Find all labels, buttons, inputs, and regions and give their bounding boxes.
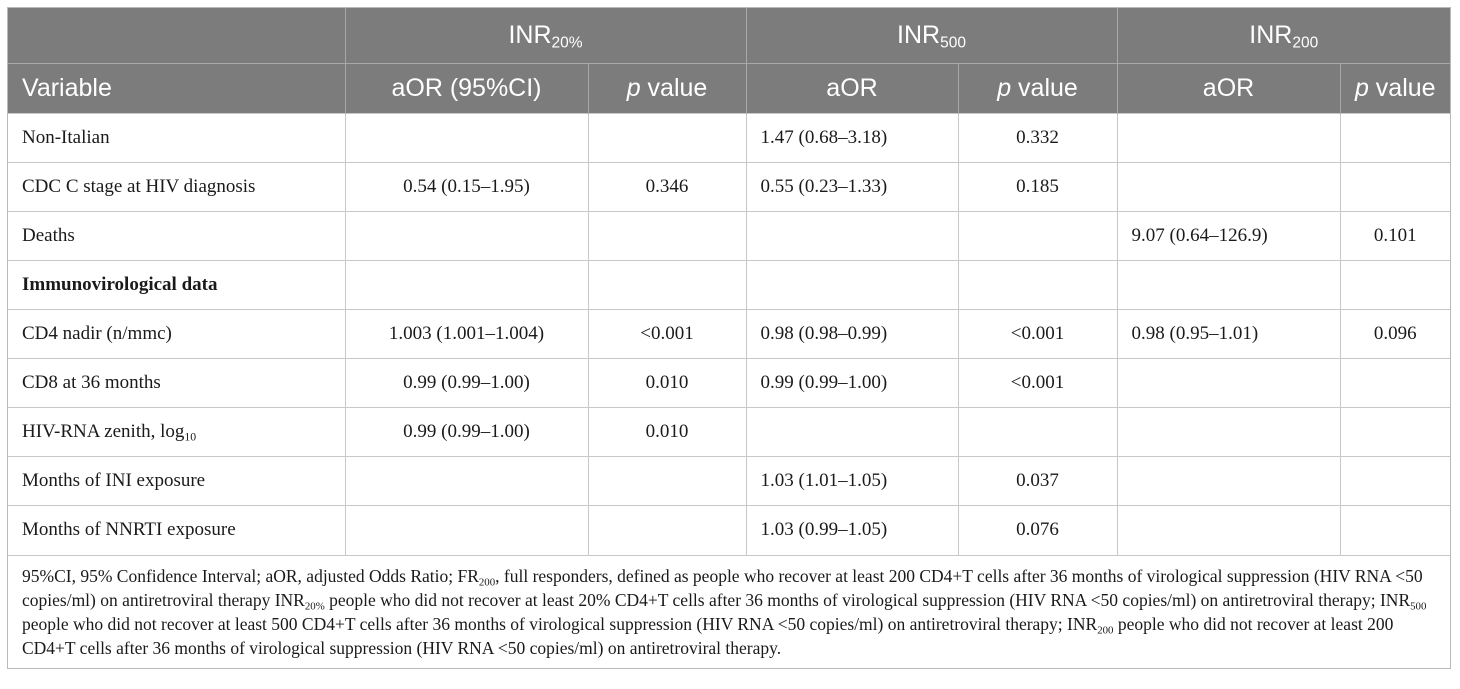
header-p-value: p value [1339,63,1450,114]
cell-value: 0.99 (0.99–1.00) [344,407,588,457]
header-column-row: Variable aOR (95%CI) p value aOR p value… [8,63,1450,114]
cell-value: <0.001 [957,358,1117,408]
row-label: Deaths [8,211,345,261]
cell-value [1339,505,1450,555]
header-aor: aOR [745,63,958,114]
cell-value: 0.076 [957,505,1117,555]
cell-value: 0.54 (0.15–1.95) [344,162,588,212]
cell-value [745,211,958,261]
row-label: HIV-RNA zenith, log10 [8,407,345,457]
row-label: Non-Italian [8,113,345,163]
cell-value: 0.010 [587,358,746,408]
cell-value [1339,260,1450,310]
cell-value [344,505,588,555]
header-p-value: p value [587,63,746,114]
row-label: CDC C stage at HIV diagnosis [8,162,345,212]
header-p-value: p value [957,63,1117,114]
cell-value [587,260,746,310]
row-label: Months of NNRTI exposure [8,505,345,555]
table-row: HIV-RNA zenith, log10 0.99 (0.99–1.00) 0… [8,407,1450,457]
cell-value [1339,456,1450,506]
cell-value [587,211,746,261]
results-table-container: INR20% INR500 INR200 Variable aOR (95%CI… [7,7,1451,669]
cell-value [587,505,746,555]
cell-value [1116,260,1340,310]
cell-value: 0.010 [587,407,746,457]
cell-value: 0.99 (0.99–1.00) [344,358,588,408]
cell-value: <0.001 [957,309,1117,359]
cell-value: 1.03 (1.01–1.05) [745,456,958,506]
cell-value [1116,407,1340,457]
table-row: Deaths 9.07 (0.64–126.9) 0.101 [8,211,1450,261]
table-row: CDC C stage at HIV diagnosis 0.54 (0.15–… [8,162,1450,212]
cell-value: 0.98 (0.98–0.99) [745,309,958,359]
cell-value: 0.99 (0.99–1.00) [745,358,958,408]
section-label: Immunovirological data [8,260,345,310]
cell-value: 0.185 [957,162,1117,212]
cell-value: 0.346 [587,162,746,212]
cell-value [745,407,958,457]
cell-value [1116,358,1340,408]
cell-value [1339,407,1450,457]
cell-value [957,211,1117,261]
row-label: Months of INI exposure [8,456,345,506]
table-row: Months of INI exposure 1.03 (1.01–1.05) … [8,456,1450,506]
cell-value: 1.03 (0.99–1.05) [745,505,958,555]
row-label: CD8 at 36 months [8,358,345,408]
header-group-inr200: INR200 [1116,8,1450,64]
cell-value [957,260,1117,310]
header-variable: Variable [8,63,345,114]
cell-value: 1.003 (1.001–1.004) [344,309,588,359]
header-aor: aOR [1116,63,1340,114]
table-row-section: Immunovirological data [8,260,1450,310]
cell-value: 9.07 (0.64–126.9) [1116,211,1340,261]
cell-value [344,456,588,506]
table-footnote: 95%CI, 95% Confidence Interval; aOR, adj… [8,554,1450,668]
cell-value [1116,162,1340,212]
row-label: CD4 nadir (n/mmc) [8,309,345,359]
cell-value [1339,113,1450,163]
cell-value: 0.332 [957,113,1117,163]
cell-value [1116,456,1340,506]
cell-value: 0.101 [1339,211,1450,261]
cell-value [1339,162,1450,212]
header-blank [8,8,345,64]
table-row: Months of NNRTI exposure 1.03 (0.99–1.05… [8,505,1450,555]
header-group-inr500: INR500 [745,8,1117,64]
cell-value [587,113,746,163]
cell-value: <0.001 [587,309,746,359]
cell-value [587,456,746,506]
table-row: Non-Italian 1.47 (0.68–3.18) 0.332 [8,113,1450,163]
cell-value: 0.55 (0.23–1.33) [745,162,958,212]
table-row: CD8 at 36 months 0.99 (0.99–1.00) 0.010 … [8,358,1450,408]
cell-value: 1.47 (0.68–3.18) [745,113,958,163]
results-table: INR20% INR500 INR200 Variable aOR (95%CI… [8,8,1450,555]
table-row: CD4 nadir (n/mmc) 1.003 (1.001–1.004) <0… [8,309,1450,359]
cell-value [344,113,588,163]
cell-value [1339,358,1450,408]
header-group-row: INR20% INR500 INR200 [8,8,1450,64]
cell-value [1116,505,1340,555]
cell-value [344,260,588,310]
cell-value [745,260,958,310]
header-aor-ci: aOR (95%CI) [344,63,588,114]
cell-value: 0.096 [1339,309,1450,359]
cell-value [344,211,588,261]
cell-value: 0.037 [957,456,1117,506]
cell-value [1116,113,1340,163]
cell-value: 0.98 (0.95–1.01) [1116,309,1340,359]
cell-value [957,407,1117,457]
header-group-inr20: INR20% [344,8,746,64]
